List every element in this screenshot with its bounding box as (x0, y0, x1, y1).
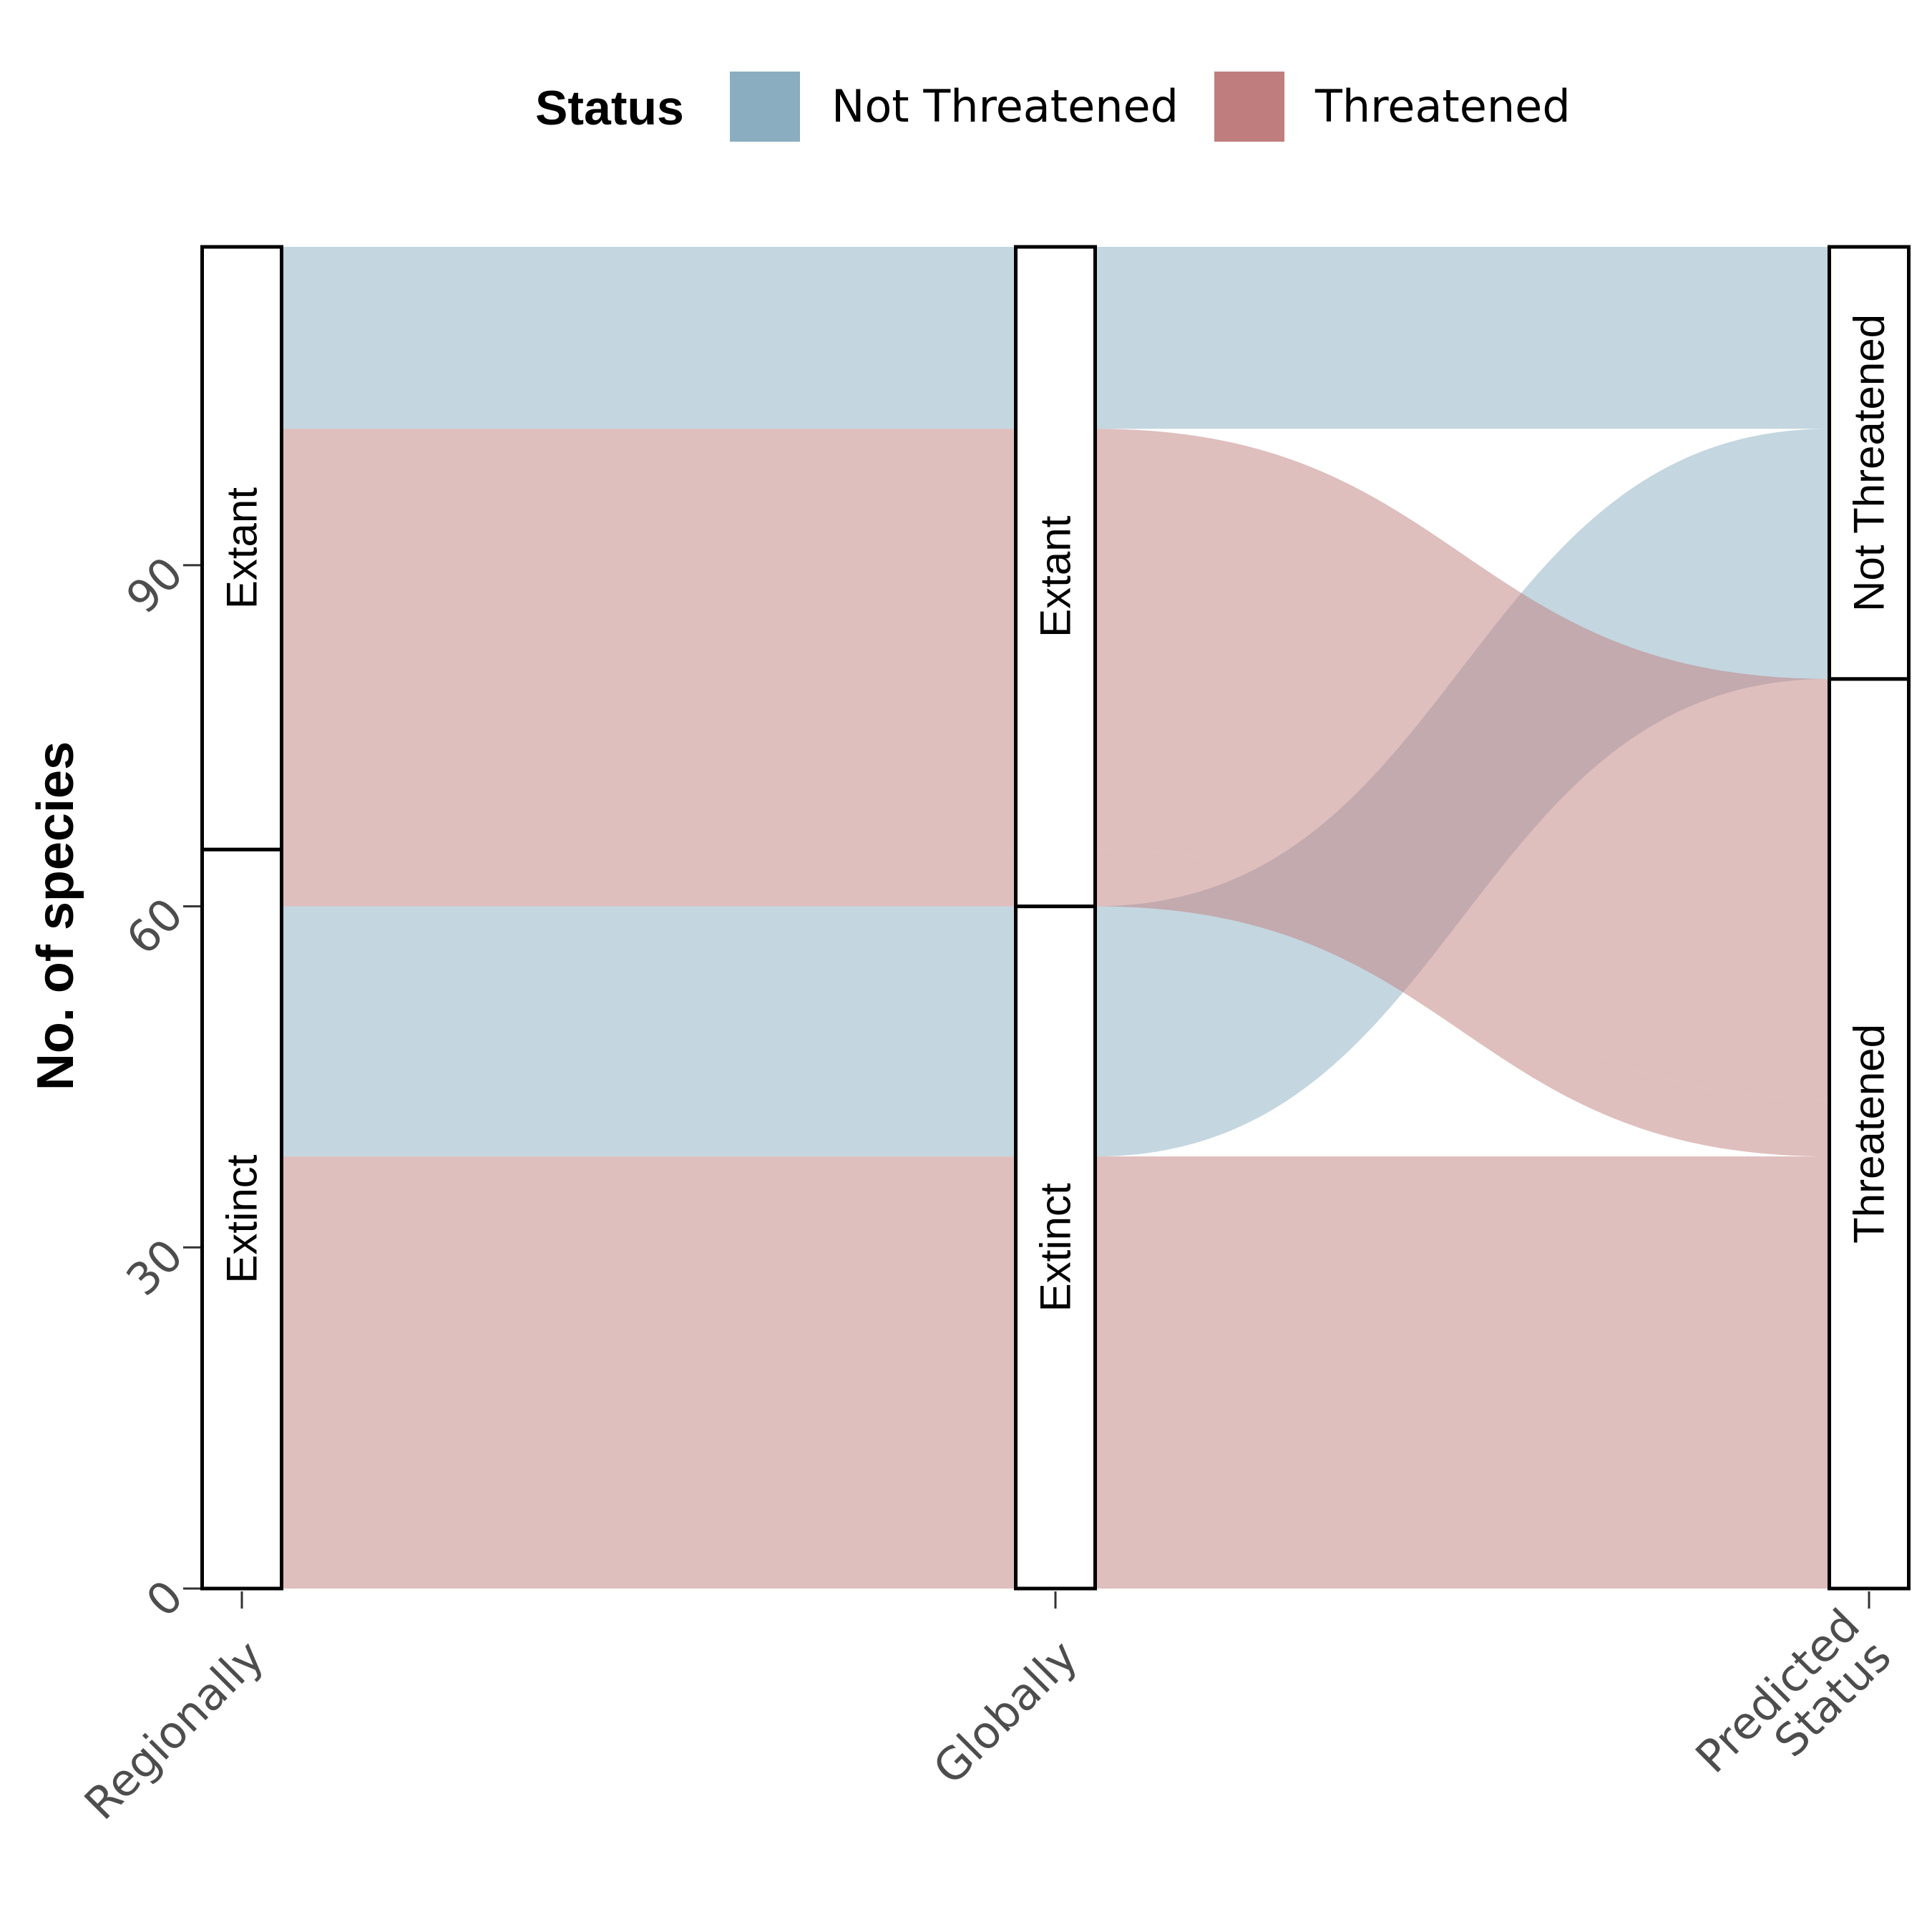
y-tick-label-60: 60 (116, 888, 192, 965)
flows (281, 247, 1830, 1589)
flow-extinct-extinct-threatened-threatened (281, 1156, 1830, 1589)
legend-swatch-not-threatened (730, 72, 800, 142)
legend: Status Not Threatened Threatened (535, 72, 1571, 142)
stratum-label-regionally-extinct: Extinct (218, 1154, 266, 1283)
stratum-label-globally-extant: Extant (1032, 515, 1080, 637)
legend-title: Status (535, 81, 684, 135)
y-tick-label-90: 90 (116, 547, 192, 623)
stratum-predicted-status-not-threatened (1828, 245, 1911, 681)
stratum-label-predicted-status-threatened: Threatened (1845, 1024, 1893, 1244)
stratum-regionally-extant (200, 245, 283, 852)
stratum-label-globally-extinct: Extinct (1032, 1183, 1080, 1312)
flow-extant-extant-not-threatened-not-threatened (281, 247, 1830, 429)
stratum-label-regionally-extant: Extant (218, 487, 266, 609)
x-axis: Regionally Globally PredictedStatus (74, 1591, 1901, 1830)
legend-swatch-threatened (1214, 72, 1284, 142)
flow-extinct-extinct-not-threatened-not-threatened (281, 429, 1830, 1157)
x-tick-label-regionally: Regionally (74, 1630, 274, 1830)
legend-label-threatened: Threatened (1314, 80, 1571, 132)
y-axis: 0 30 60 90 (116, 547, 200, 1627)
stratum-globally-extant (1014, 245, 1097, 909)
legend-label-not-threatened: Not Threatened (831, 80, 1179, 132)
strata: Extinct Extant Extinct Extant Threatened Not … (200, 245, 1911, 1591)
y-tick-label-30: 30 (116, 1229, 192, 1305)
x-tick-label-predicted-status: PredictedStatus (1685, 1599, 1901, 1814)
flow-extant-extant-threatened-threatened (281, 429, 1830, 1100)
x-tick-label-globally: Globally (923, 1630, 1088, 1795)
stratum-label-predicted-status-not-threatened: Not Threatened (1845, 314, 1893, 612)
stratum-regionally-extinct (200, 847, 283, 1591)
y-tick-label-0: 0 (136, 1570, 193, 1627)
y-axis-title: No. of species (27, 741, 84, 1091)
flow-extinct-extant-threatened-threatened (281, 849, 1830, 1157)
